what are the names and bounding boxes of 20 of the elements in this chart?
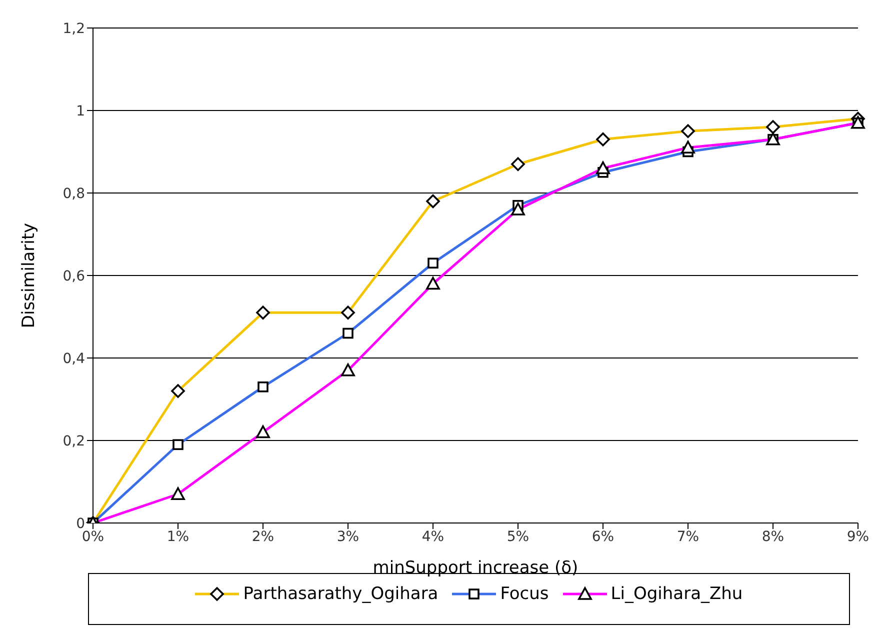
x-tick-label: 8% xyxy=(762,528,784,545)
x-tick-label: 5% xyxy=(506,528,530,545)
legend-label: Li_Ogihara_Zhu xyxy=(610,584,743,604)
x-tick-label: 1% xyxy=(166,528,190,545)
x-tick-label: 9% xyxy=(846,528,870,545)
x-tick-label: 7% xyxy=(676,528,700,545)
y-tick-label: 0,4 xyxy=(62,350,86,367)
legend-label: Focus xyxy=(500,584,549,604)
x-tick-label: 6% xyxy=(592,528,614,545)
y-tick-label: 0,2 xyxy=(62,433,85,450)
legend-label: Parthasarathy_Ogihara xyxy=(243,584,438,604)
y-axis-title: Dissimilarity xyxy=(19,222,40,328)
x-tick-label: 4% xyxy=(422,528,444,545)
y-tick-label: 1 xyxy=(76,103,85,120)
x-tick-label: 3% xyxy=(336,528,360,545)
x-tick-label: 2% xyxy=(252,528,274,545)
y-tick-label: 1,2 xyxy=(62,20,85,37)
y-tick-label: 0,8 xyxy=(62,186,85,202)
x-axis-title: minSupport increase (δ) xyxy=(372,558,578,578)
y-tick-label: 0,6 xyxy=(62,268,86,284)
